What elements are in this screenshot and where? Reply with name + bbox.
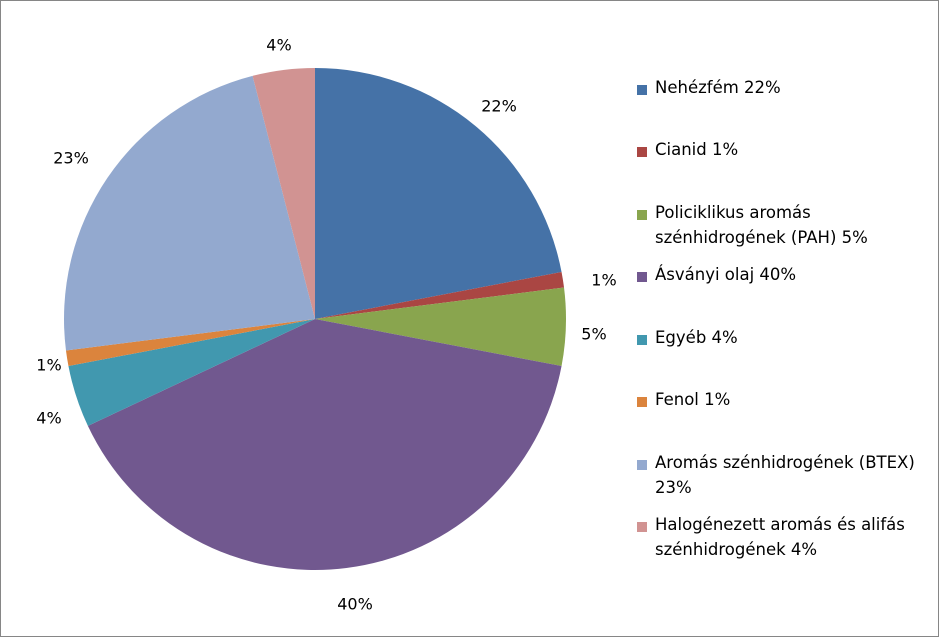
- pie-slice-3: [87, 319, 562, 570]
- legend-label-4: Egyéb 4%: [655, 328, 738, 347]
- legend-swatch-2: [637, 210, 647, 220]
- pie-slice-2: [315, 287, 566, 367]
- legend-swatch-3: [637, 272, 647, 282]
- pie-slice-5: [65, 319, 315, 367]
- data-label-2: 5%: [581, 325, 606, 344]
- legend-swatch-1: [637, 147, 647, 157]
- pie-slice-0: [315, 68, 562, 319]
- data-label-1: 1%: [591, 271, 616, 290]
- legend-label-1: Cianid 1%: [655, 140, 739, 159]
- data-label-3: 40%: [337, 595, 373, 614]
- legend-label-2: Policiklikus aromás szénhidrogének (PAH)…: [655, 203, 868, 247]
- legend-swatch-7: [637, 522, 647, 532]
- data-label-4: 4%: [36, 409, 61, 428]
- data-label-0: 22%: [481, 97, 517, 116]
- data-label-6: 23%: [53, 149, 89, 168]
- legend-swatch-6: [637, 460, 647, 470]
- pie-slice-7: [252, 68, 315, 319]
- pie-slice-1: [315, 271, 565, 319]
- pie-slice-4: [68, 319, 315, 426]
- data-label-5: 1%: [36, 356, 61, 375]
- data-label-7: 4%: [266, 36, 291, 55]
- pie-slice-6: [64, 75, 315, 351]
- legend-swatch-5: [637, 397, 647, 407]
- legend-label-5: Fenol 1%: [655, 390, 731, 409]
- legend-label-0: Nehézfém 22%: [655, 78, 781, 97]
- legend-swatch-0: [637, 85, 647, 95]
- legend-label-6: Aromás szénhidrogének (BTEX) 23%: [655, 453, 915, 497]
- legend-label-3: Ásványi olaj 40%: [655, 265, 797, 284]
- legend-swatch-4: [637, 335, 647, 345]
- legend-label-7: Halogénezett aromás és alifás szénhidrog…: [655, 515, 905, 559]
